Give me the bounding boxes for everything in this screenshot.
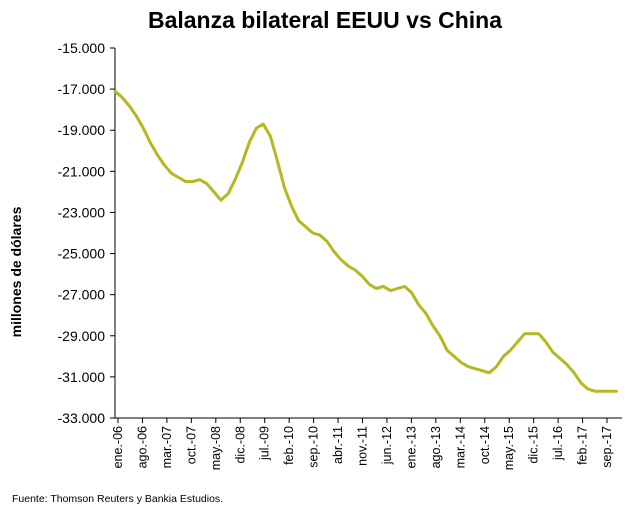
x-tick-label: sep.-10 (307, 426, 321, 468)
x-tick-label: dic.-15 (527, 426, 541, 464)
y-tick-label: -33.000 (58, 410, 106, 426)
y-tick-label: -17.000 (58, 81, 106, 97)
x-tick-label: oct.-14 (478, 426, 492, 464)
y-tick-label: -25.000 (58, 246, 106, 262)
y-tick-label: -29.000 (58, 328, 106, 344)
x-tick-label: ago.-13 (429, 426, 443, 468)
x-tick-label: jul.-09 (258, 426, 272, 461)
y-axis-label: millones de dólares (8, 206, 24, 337)
y-tick-label: -27.000 (58, 287, 106, 303)
y-tick-group: -15.000 -17.000 -19.000 -21.000 -23.000 -25.0… (58, 40, 115, 426)
x-tick-label: ene.-06 (111, 426, 125, 468)
series-line (113, 89, 618, 393)
x-tick-label: ago.-06 (135, 426, 149, 468)
y-tick-label: -23.000 (58, 204, 106, 220)
x-tick-label: feb.-10 (282, 426, 296, 465)
y-tick-label: -19.000 (58, 122, 106, 138)
x-tick-label: ene.-13 (404, 426, 418, 468)
y-tick-label: -15.000 (58, 40, 106, 56)
x-tick-label: feb.-17 (576, 426, 590, 465)
x-tick-label: may.-08 (209, 426, 223, 470)
x-tick-group: ene.-06 ago.-06 mar.-07 oct.-07 may.-08 dic.-… (111, 418, 614, 470)
x-tick-label: sep.-17 (600, 426, 614, 468)
x-tick-label: jun.-12 (380, 426, 394, 465)
x-tick-label: dic.-08 (233, 426, 247, 464)
y-tick-label: -21.000 (58, 163, 106, 179)
source-note: Fuente: Thomson Reuters y Bankia Estudio… (12, 493, 223, 505)
x-tick-label: jul.-16 (551, 426, 565, 461)
x-tick-label: mar.-14 (453, 426, 467, 468)
x-tick-label: mar.-07 (160, 426, 174, 468)
y-tick-label: -31.000 (58, 369, 106, 385)
x-tick-label: nov.-11 (356, 426, 370, 466)
x-tick-label: abr.-11 (331, 426, 345, 464)
x-tick-label: oct.-07 (184, 426, 198, 464)
chart-title: Balanza bilateral EEUU vs China (148, 7, 502, 33)
x-tick-label: may.-15 (502, 426, 516, 470)
